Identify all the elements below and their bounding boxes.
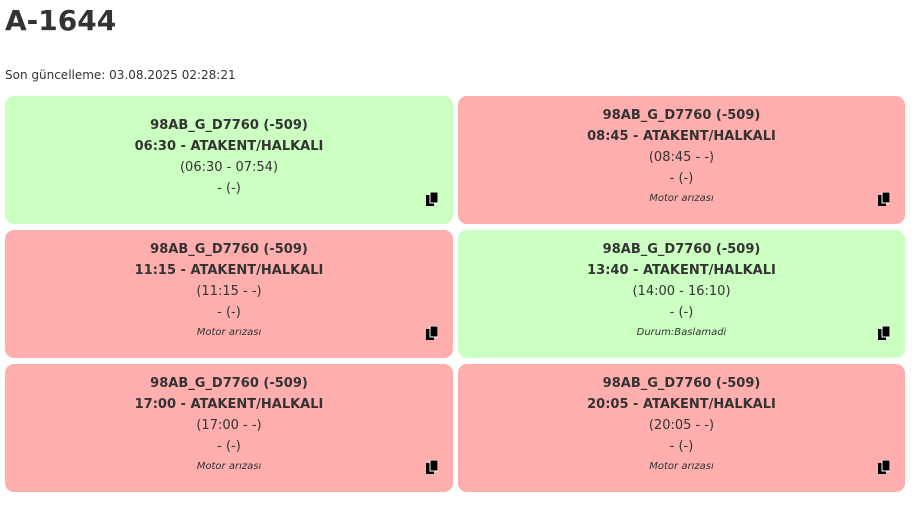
trip-card-grid: 98AB_G_D7760 (-509) 06:30 - ATAKENT/HALK… xyxy=(5,96,905,492)
trip-label: 06:30 - ATAKENT/HALKALI xyxy=(134,139,324,154)
trip-card: 98AB_G_D7760 (-509) 11:15 - ATAKENT/HALK… xyxy=(5,230,453,358)
trip-times: (06:30 - 07:54) xyxy=(179,160,279,175)
trip-card: 98AB_G_D7760 (-509) 20:05 - ATAKENT/HALK… xyxy=(458,364,905,492)
vehicle-label: 98AB_G_D7760 (-509) xyxy=(150,376,308,391)
status-note: Motor arızası xyxy=(649,461,714,472)
copy-icon[interactable] xyxy=(878,192,890,206)
trip-extra: - (-) xyxy=(669,305,694,320)
trip-extra: - (-) xyxy=(669,171,694,186)
trip-label: 11:15 - ATAKENT/HALKALI xyxy=(134,263,324,278)
trip-card: 98AB_G_D7760 (-509) 17:00 - ATAKENT/HALK… xyxy=(5,364,453,492)
copy-icon[interactable] xyxy=(878,460,890,474)
copy-icon[interactable] xyxy=(426,460,438,474)
status-note: Motor arızası xyxy=(649,193,714,204)
trip-card: 98AB_G_D7760 (-509) 06:30 - ATAKENT/HALK… xyxy=(5,96,453,224)
trip-label: 08:45 - ATAKENT/HALKALI xyxy=(587,129,776,144)
page-title: A-1644 xyxy=(5,4,117,37)
vehicle-label: 98AB_G_D7760 (-509) xyxy=(602,108,761,123)
trip-label: 20:05 - ATAKENT/HALKALI xyxy=(587,397,776,412)
copy-icon[interactable] xyxy=(878,326,890,340)
status-note: Durum:Baslamadi xyxy=(636,327,727,338)
trip-extra: - (-) xyxy=(217,181,241,196)
trip-label: 13:40 - ATAKENT/HALKALI xyxy=(587,263,776,278)
trip-times: (14:00 - 16:10) xyxy=(632,284,731,299)
copy-icon[interactable] xyxy=(426,192,438,206)
status-note: Motor arızası xyxy=(196,461,262,472)
copy-icon[interactable] xyxy=(426,326,438,340)
trip-extra: - (-) xyxy=(669,439,694,454)
vehicle-label: 98AB_G_D7760 (-509) xyxy=(150,118,308,133)
last-updated-text: Son güncelleme: 03.08.2025 02:28:21 xyxy=(5,68,236,82)
vehicle-label: 98AB_G_D7760 (-509) xyxy=(602,242,761,257)
vehicle-label: 98AB_G_D7760 (-509) xyxy=(602,376,761,391)
trip-card: 98AB_G_D7760 (-509) 13:40 - ATAKENT/HALK… xyxy=(458,230,905,358)
trip-times: (17:00 - -) xyxy=(196,418,262,433)
trip-times: (08:45 - -) xyxy=(648,150,715,165)
trip-extra: - (-) xyxy=(217,439,241,454)
trip-card: 98AB_G_D7760 (-509) 08:45 - ATAKENT/HALK… xyxy=(458,96,905,224)
status-note: Motor arızası xyxy=(196,327,262,338)
trip-times: (20:05 - -) xyxy=(648,418,715,433)
trip-times: (11:15 - -) xyxy=(196,284,262,299)
trip-label: 17:00 - ATAKENT/HALKALI xyxy=(134,397,324,412)
trip-extra: - (-) xyxy=(217,305,241,320)
vehicle-label: 98AB_G_D7760 (-509) xyxy=(150,242,308,257)
